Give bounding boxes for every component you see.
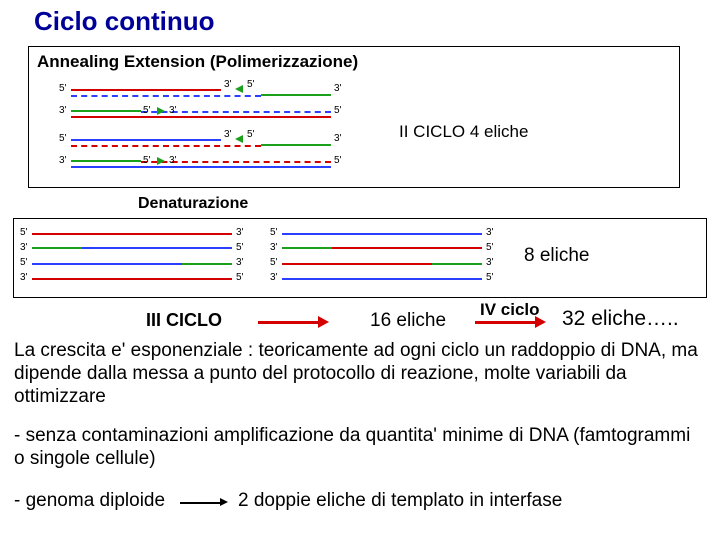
strand — [71, 116, 331, 118]
paragraph-3b: 2 doppie eliche di templato in interfase — [238, 490, 562, 512]
sixteen-label: 16 eliche — [370, 310, 446, 332]
strand — [71, 89, 221, 91]
p5: 5' — [20, 257, 27, 268]
p3: 3' — [20, 272, 27, 283]
p3: 3' — [486, 257, 493, 268]
p5: 5' — [334, 155, 341, 166]
primer — [261, 144, 331, 146]
arrow-right — [157, 107, 165, 115]
p3: 3' — [169, 155, 176, 166]
primer — [182, 263, 232, 265]
eight-label: 8 eliche — [524, 245, 590, 267]
arrow-head — [535, 316, 546, 328]
p3: 3' — [334, 133, 341, 144]
p5: 5' — [247, 129, 254, 140]
strand — [71, 166, 331, 168]
p5: 5' — [143, 105, 150, 116]
thirtytwo-label: 32 eliche….. — [562, 307, 679, 331]
strand — [32, 263, 182, 265]
arrow-left — [235, 85, 243, 93]
strand — [82, 247, 232, 249]
strand — [282, 263, 432, 265]
p3: 3' — [59, 105, 66, 116]
strand-dash — [71, 145, 261, 147]
cycle4-label: IV ciclo — [480, 300, 540, 320]
strand — [32, 233, 232, 235]
p3: 3' — [224, 129, 231, 140]
p5: 5' — [20, 227, 27, 238]
p5: 5' — [486, 242, 493, 253]
cycle3-label: III CICLO — [146, 310, 222, 331]
paragraph-3a: - genoma diploide — [14, 490, 165, 512]
p5: 5' — [143, 155, 150, 166]
p5: 5' — [270, 257, 277, 268]
p5: 5' — [334, 105, 341, 116]
p5: 5' — [486, 272, 493, 283]
p3: 3' — [169, 105, 176, 116]
primer — [71, 110, 141, 112]
arrow-head — [318, 316, 329, 328]
denature-box: 5' 3' 3' 5' 5' 3' 3' 5' 5' 3' 3' 5' 5' 3… — [13, 218, 707, 298]
p5: 5' — [236, 272, 243, 283]
strand-dash — [71, 95, 261, 97]
primer — [261, 94, 331, 96]
p3: 3' — [334, 83, 341, 94]
strand — [282, 278, 482, 280]
paragraph-2: - senza contaminazioni amplificazione da… — [14, 425, 704, 471]
p5: 5' — [236, 242, 243, 253]
main-title: Ciclo continuo — [34, 6, 215, 37]
strand — [32, 278, 232, 280]
p5: 5' — [270, 227, 277, 238]
arrow-head — [220, 498, 228, 506]
strand — [71, 139, 221, 141]
arrow-left — [235, 135, 243, 143]
p3: 3' — [486, 227, 493, 238]
annealing-subtitle: Annealing Extension (Polimerizzazione) — [37, 52, 358, 72]
arrow-line — [475, 321, 535, 324]
arrow-right — [157, 157, 165, 165]
primer — [432, 263, 482, 265]
arrow-line — [258, 321, 318, 324]
p5: 5' — [59, 83, 66, 94]
cycle2-label: II CICLO 4 eliche — [399, 122, 528, 142]
p3: 3' — [270, 272, 277, 283]
p3: 3' — [236, 227, 243, 238]
p5: 5' — [247, 79, 254, 90]
primer — [32, 247, 82, 249]
annealing-box: Annealing Extension (Polimerizzazione) 5… — [28, 46, 680, 188]
p3: 3' — [236, 257, 243, 268]
p3: 3' — [20, 242, 27, 253]
arrow-line — [180, 502, 220, 504]
p3: 3' — [224, 79, 231, 90]
strand — [332, 247, 482, 249]
denaturation-label: Denaturazione — [138, 195, 248, 213]
p3: 3' — [270, 242, 277, 253]
paragraph-1: La crescita e' esponenziale : teoricamen… — [14, 340, 704, 408]
primer — [71, 160, 141, 162]
p5: 5' — [59, 133, 66, 144]
strand — [282, 233, 482, 235]
p3: 3' — [59, 155, 66, 166]
primer — [282, 247, 332, 249]
